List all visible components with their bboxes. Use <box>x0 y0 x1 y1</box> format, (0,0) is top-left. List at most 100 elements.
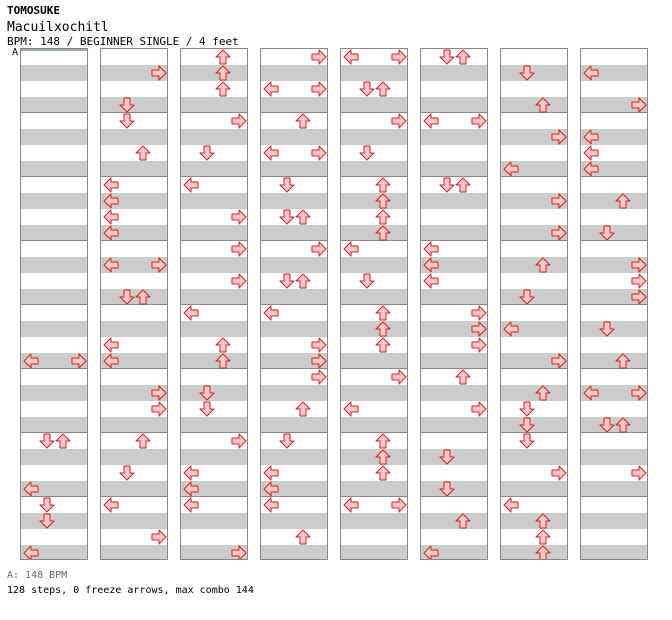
step-arrow-down <box>199 401 215 417</box>
step-arrow-left <box>103 193 119 209</box>
measure-line <box>101 112 167 113</box>
step-arrow-right <box>151 257 167 273</box>
step-arrow-right <box>391 49 407 65</box>
measure-line <box>101 432 167 433</box>
step-arrow-right <box>551 353 567 369</box>
step-arrow-up <box>135 289 151 305</box>
chart-column-2 <box>100 48 168 560</box>
measure-line <box>501 176 567 177</box>
step-arrow-left <box>263 465 279 481</box>
measure-line <box>501 304 567 305</box>
step-arrow-left <box>183 465 199 481</box>
step-arrow-up <box>615 353 631 369</box>
measure-line <box>21 240 87 241</box>
measure-line <box>501 112 567 113</box>
measure-line <box>581 368 647 369</box>
step-arrow-down <box>279 209 295 225</box>
step-arrow-right <box>551 129 567 145</box>
step-arrow-down <box>119 289 135 305</box>
step-arrow-up <box>375 81 391 97</box>
measure-line <box>581 304 647 305</box>
measure-line <box>501 240 567 241</box>
step-arrow-down <box>519 417 535 433</box>
measure-line <box>261 240 327 241</box>
chart-column-5 <box>340 48 408 560</box>
step-arrow-left <box>103 225 119 241</box>
step-arrow-left <box>423 257 439 273</box>
measure-line <box>341 496 407 497</box>
step-arrow-up <box>455 49 471 65</box>
step-arrow-left <box>583 129 599 145</box>
step-arrow-up <box>215 337 231 353</box>
measure-line <box>21 112 87 113</box>
step-arrow-down <box>599 225 615 241</box>
measure-line <box>101 368 167 369</box>
measure-line <box>21 496 87 497</box>
step-arrow-up <box>535 97 551 113</box>
measure-line <box>581 432 647 433</box>
measure-line <box>581 240 647 241</box>
step-arrow-down <box>39 433 55 449</box>
step-arrow-right <box>631 273 647 289</box>
step-arrow-down <box>519 433 535 449</box>
measure-line <box>421 496 487 497</box>
chart-stats: 128 steps, 0 freeze arrows, max combo 14… <box>7 585 254 596</box>
step-arrow-up <box>295 209 311 225</box>
chart-meta: BPM: 148 / BEGINNER SINGLE / 4 feet <box>7 35 239 48</box>
measure-line <box>421 368 487 369</box>
step-arrow-up <box>295 401 311 417</box>
measure-line <box>421 240 487 241</box>
measure-line <box>101 240 167 241</box>
chart-column-3 <box>180 48 248 560</box>
measure-line <box>421 176 487 177</box>
step-arrow-left <box>103 257 119 273</box>
step-arrow-up <box>535 529 551 545</box>
step-arrow-left <box>263 305 279 321</box>
step-arrow-right <box>471 321 487 337</box>
measure-line <box>181 304 247 305</box>
step-arrow-down <box>439 449 455 465</box>
song-artist: TOMOSUKE <box>7 4 60 17</box>
step-arrow-right <box>471 337 487 353</box>
chart-column-7 <box>500 48 568 560</box>
measure-line <box>421 304 487 305</box>
step-arrow-left <box>343 497 359 513</box>
bpm-marker: A <box>12 47 19 58</box>
step-arrow-up <box>375 337 391 353</box>
step-arrow-left <box>503 161 519 177</box>
step-arrow-up <box>375 209 391 225</box>
step-arrow-right <box>471 305 487 321</box>
measure-line <box>261 496 327 497</box>
step-arrow-left <box>263 81 279 97</box>
chart-column-1 <box>20 48 88 560</box>
step-arrow-up <box>615 193 631 209</box>
chart-column-4 <box>260 48 328 560</box>
measure-line <box>101 496 167 497</box>
measure-line <box>181 240 247 241</box>
step-arrow-right <box>551 465 567 481</box>
step-arrow-left <box>183 177 199 193</box>
step-arrow-left <box>183 481 199 497</box>
measure-line <box>181 432 247 433</box>
step-arrow-down <box>199 385 215 401</box>
start-line <box>21 49 87 51</box>
measure-line <box>261 432 327 433</box>
step-arrow-left <box>103 337 119 353</box>
step-arrow-down <box>119 97 135 113</box>
step-arrow-down <box>599 417 615 433</box>
step-arrow-down <box>279 177 295 193</box>
step-arrow-up <box>375 177 391 193</box>
measure-line <box>181 496 247 497</box>
step-arrow-down <box>279 433 295 449</box>
step-arrow-right <box>151 65 167 81</box>
step-arrow-left <box>423 113 439 129</box>
step-arrow-up <box>135 145 151 161</box>
measure-line <box>21 368 87 369</box>
step-arrow-down <box>279 273 295 289</box>
measure-line <box>101 176 167 177</box>
step-arrow-left <box>343 241 359 257</box>
step-arrow-left <box>263 145 279 161</box>
measure-line <box>181 368 247 369</box>
step-arrow-down <box>359 273 375 289</box>
step-arrow-right <box>311 337 327 353</box>
